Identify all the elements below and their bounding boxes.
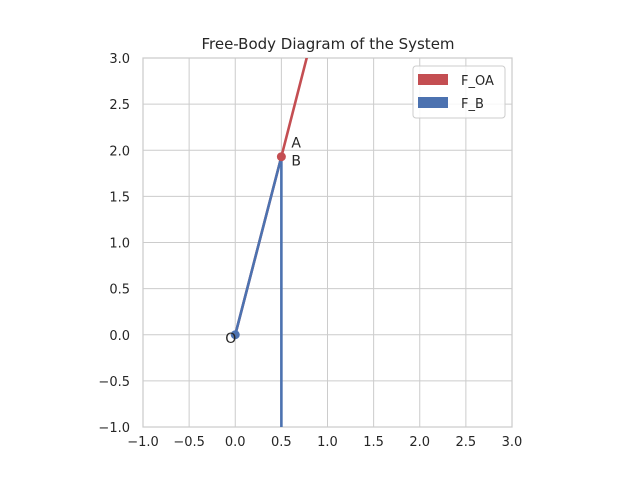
- point-label-o: O: [225, 331, 236, 347]
- y-tick-label: 1.0: [109, 237, 130, 252]
- y-tick-label: 0.0: [109, 329, 130, 344]
- x-tick-label: 2.5: [456, 435, 477, 450]
- x-tick-label: 2.0: [409, 435, 430, 450]
- legend: F_OA F_B: [412, 65, 506, 119]
- y-tick-label: 3.0: [109, 52, 130, 67]
- legend-label: F_OA: [461, 74, 494, 89]
- x-tick-label: −1.0: [127, 435, 159, 450]
- point-label-b: B: [291, 154, 301, 170]
- x-tick-label: 0.5: [271, 435, 292, 450]
- legend-swatch: [418, 74, 448, 85]
- y-tick-label: 1.5: [109, 190, 130, 205]
- point-label-a: A: [291, 136, 301, 152]
- axes-frame: [142, 57, 513, 428]
- legend-label: F_B: [461, 97, 484, 112]
- legend-swatch: [418, 97, 448, 108]
- x-tick-label: 1.5: [363, 435, 384, 450]
- y-tick-label: −1.0: [98, 421, 130, 436]
- chart-title: Free-Body Diagram of the System: [201, 35, 454, 53]
- x-tick-label: 1.0: [317, 435, 338, 450]
- point-marker-a: [276, 152, 286, 162]
- x-tick-label: 3.0: [502, 435, 523, 450]
- y-tick-label: 2.5: [109, 98, 130, 113]
- y-tick-label: −0.5: [98, 375, 130, 390]
- y-tick-label: 2.0: [109, 144, 130, 159]
- plot-area: −1.0 −0.5 0.0 0.5 1.0 1.5 2.0 2.5 3.0 −1.0 −0.5 0.0…: [98, 52, 523, 450]
- x-tick-label: 0.0: [225, 435, 246, 450]
- point-marker-o: [230, 330, 240, 340]
- x-tick-label: −0.5: [173, 435, 205, 450]
- y-tick-label: 0.5: [109, 283, 130, 298]
